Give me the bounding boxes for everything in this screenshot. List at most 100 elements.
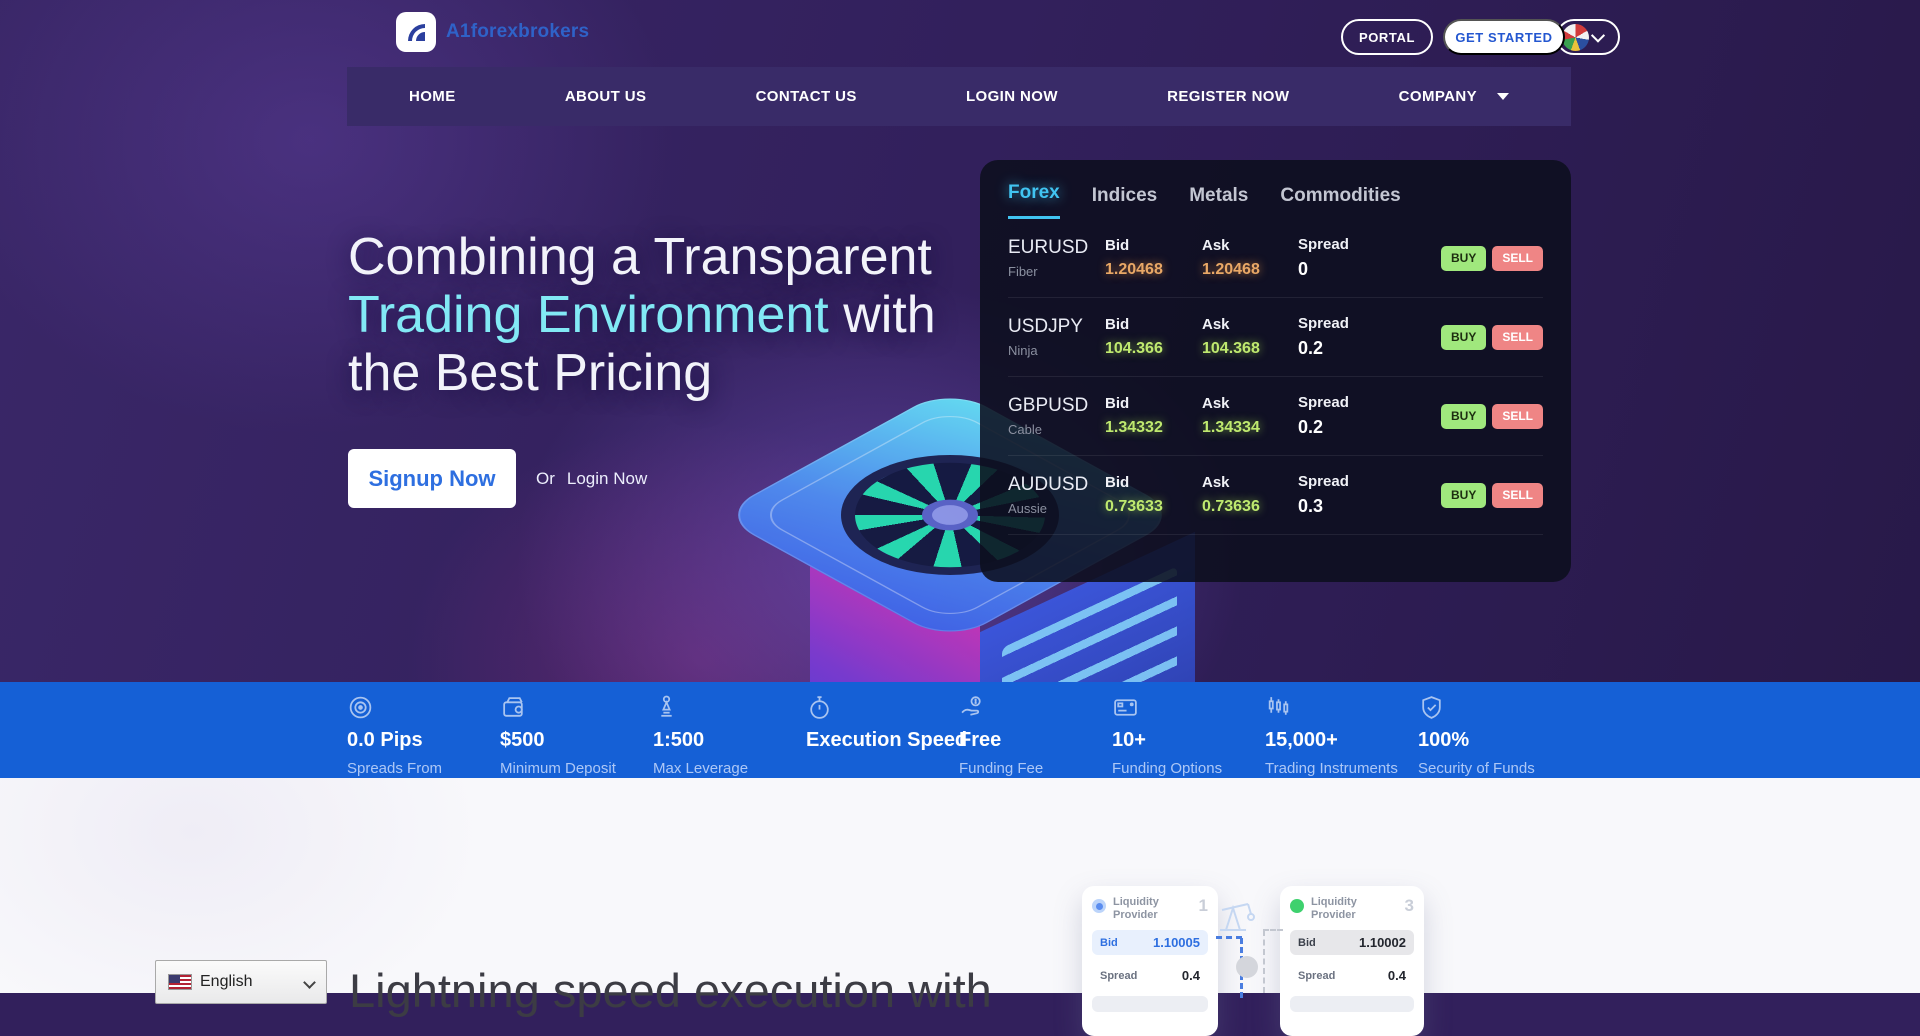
tab-commodities[interactable]: Commodities [1280,185,1401,206]
nav-item-about[interactable]: ABOUT US [564,88,647,105]
symbol-name: USDJPY [1008,316,1083,337]
buy-button[interactable]: BUY [1440,245,1487,271]
ask-label: Ask [1202,395,1230,412]
bid-label: Bid [1105,316,1130,333]
get-started-button[interactable]: GET STARTED [1443,19,1565,55]
stat-security: 100% Security of Funds [1418,682,1571,778]
provider-title: Liquidity Provider [1311,896,1357,921]
ask-value: 104.368 [1202,340,1260,357]
ask-label: Ask [1202,237,1230,254]
hero-title-line2-rest: with [828,286,936,344]
bid-value: 0.73633 [1105,498,1163,515]
stat-deposit: $500 Minimum Deposit [500,682,653,778]
nav-item-contact[interactable]: CONTACT US [755,88,857,105]
quote-row-gbpusd: GBPUSD Cable Bid 1.34332 Ask 1.34334 Spr… [1008,377,1543,456]
liquidity-provider-card-1: Liquidity Provider 1 Bid 1.10005 Spread … [1082,886,1218,1036]
stat-spreads: 0.0 Pips Spreads From [347,682,500,778]
bid-label: Bid [1105,237,1130,254]
nav-item-company-label: COMPANY [1398,88,1477,105]
login-now-link[interactable]: Login Now [566,468,648,488]
signup-now-button[interactable]: Signup Now [348,449,516,508]
sell-button[interactable]: SELL [1492,324,1543,350]
ask-label: Ask [1202,316,1230,333]
spread-value: 0.2 [1298,338,1324,358]
bid-value: 1.20468 [1105,261,1163,278]
spread-label: Spread [1298,394,1349,411]
sell-button[interactable]: SELL [1492,482,1543,508]
hero-title-line3: the Best Pricing [348,344,713,402]
stopwatch-icon [810,696,829,719]
stat-funding-options: 10+ Funding Options [1112,682,1265,778]
spread-value: 0.2 [1298,417,1324,437]
provider-number: 1 [1198,896,1208,915]
nav-item-login[interactable]: LOGIN NOW [965,88,1058,105]
buy-button[interactable]: BUY [1440,403,1487,429]
tab-forex[interactable]: Forex [1008,182,1060,219]
ask-label: Ask [1202,474,1230,491]
provider-title: Liquidity Provider [1113,896,1159,921]
lower-section: Lightning speed execution with English [0,778,1920,1017]
quote-row-audusd: AUDUSD Aussie Bid 0.73633 Ask 0.73636 Sp… [1008,456,1543,535]
spread-value: 0 [1298,259,1309,279]
tab-indices[interactable]: Indices [1091,185,1158,206]
spread-label: Spread [1298,473,1349,490]
nav-item-home[interactable]: HOME [409,88,456,105]
connector-dashed-gray [1263,930,1265,993]
symbol-nickname: Cable [1008,422,1042,437]
symbol-nickname: Aussie [1008,501,1048,516]
card-icon [1114,699,1137,716]
ask-value: 1.34334 [1202,419,1260,436]
bid-value: 104.366 [1105,340,1163,357]
stat-leverage: 1:500 Max Leverage [653,682,806,778]
language-label: English [200,973,253,990]
nav-item-register[interactable]: REGISTER NOW [1167,88,1290,105]
stats-bar: 0.0 Pips Spreads From $500 Minimum Depos… [0,682,1920,778]
language-flag-dropdown[interactable] [1556,19,1620,55]
hand-coin-icon [961,696,981,716]
bid-row: Bid 1.10005 [1092,930,1208,955]
connector-dashed-gray [1263,929,1283,931]
liquidity-provider-card-3: Liquidity Provider 3 Bid 1.10002 Spread … [1280,886,1424,1036]
ask-value: 1.20468 [1202,261,1260,278]
provider-dot-icon [1092,899,1106,913]
nav-item-company[interactable]: COMPANY [1399,88,1509,105]
chevron-down-icon [303,975,316,989]
tab-metals[interactable]: Metals [1189,185,1249,206]
caret-down-icon [1497,93,1509,100]
hero-section: A1forexbrokers PORTAL GET STARTED HOME A… [0,0,1920,682]
provider-number: 3 [1404,896,1414,915]
quotes-tabs: Forex Indices Metals Commodities [1008,182,1543,219]
flags-globe-icon [1562,23,1589,51]
spread-value: 0.3 [1298,496,1324,516]
symbol-name: EURUSD [1008,237,1089,258]
language-selector[interactable]: English [155,960,327,1004]
bid-label: Bid [1105,395,1130,412]
spread-label: Spread [1298,236,1349,253]
bid-label: Bid [1105,474,1130,491]
symbol-nickname: Ninja [1008,343,1038,358]
candlestick-icon [1268,697,1289,715]
sell-button[interactable]: SELL [1492,245,1543,271]
spread-label: Spread [1298,315,1349,332]
buy-button[interactable]: BUY [1440,324,1487,350]
spread-row: Spread 0.4 [1298,968,1406,983]
ask-value: 0.73636 [1202,498,1260,515]
portal-button[interactable]: PORTAL [1341,19,1433,55]
symbol-nickname: Fiber [1008,264,1038,279]
main-nav: HOME ABOUT US CONTACT US LOGIN NOW REGIS… [347,67,1571,126]
symbol-name: AUDUSD [1008,474,1089,495]
stat-funding-fee: Free Funding Fee [959,682,1112,778]
target-icon [349,696,372,719]
live-quotes-widget: Forex Indices Metals Commodities EURUSD … [980,160,1571,582]
hero-heading: Combining a Transparent Trading Environm… [348,228,936,402]
section-heading: Lightning speed execution with [349,964,992,1017]
brand-logo-icon [396,12,436,52]
brand[interactable]: A1forexbrokers [396,12,589,52]
stat-execution: Execution Speed [806,682,967,778]
buy-button[interactable]: BUY [1440,482,1487,508]
clipped-row [1092,996,1208,1012]
brand-name: A1forexbrokers [446,21,590,42]
us-flag-icon [168,974,192,990]
hero-title-highlight: Trading Environment [348,286,829,344]
sell-button[interactable]: SELL [1492,403,1543,429]
